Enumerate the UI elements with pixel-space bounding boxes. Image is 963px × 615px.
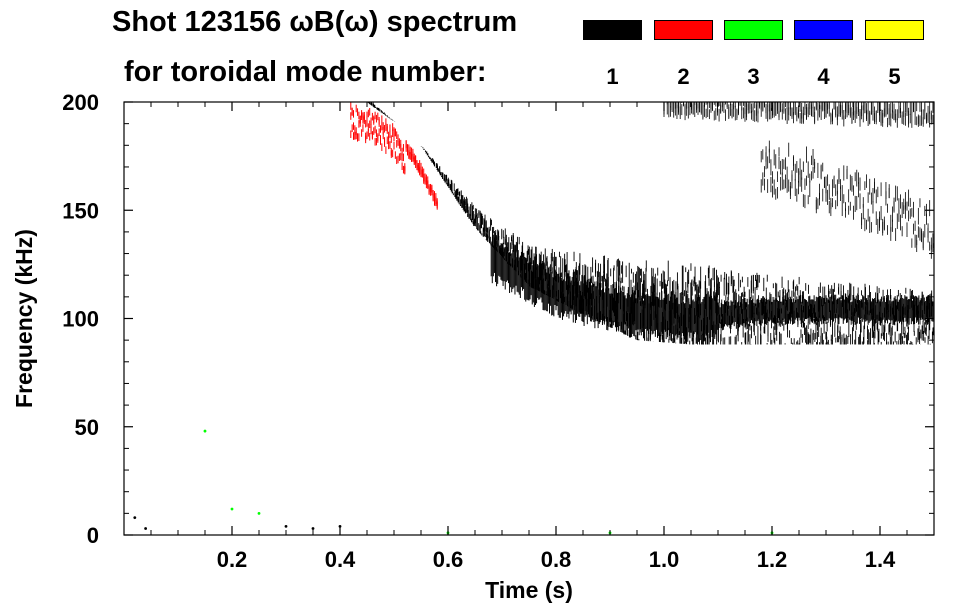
data-point bbox=[284, 524, 288, 528]
data-point bbox=[133, 516, 137, 520]
series-low-frequency-6 bbox=[203, 429, 774, 535]
data-point bbox=[311, 527, 315, 530]
y-tick-label: 0 bbox=[87, 523, 99, 548]
x-tick-label: 0.8 bbox=[541, 547, 572, 572]
legend-label-mode-5: 5 bbox=[888, 64, 901, 89]
data-point bbox=[257, 511, 261, 515]
x-tick-label: 0.6 bbox=[433, 547, 464, 572]
legend-label-mode-1: 1 bbox=[606, 64, 619, 89]
series-n2-burst bbox=[350, 102, 438, 210]
y-tick-label: 50 bbox=[75, 415, 99, 440]
x-tick-label: 0.2 bbox=[217, 547, 248, 572]
y-axis-label: Frequency (kHz) bbox=[11, 229, 37, 408]
y-tick-label: 200 bbox=[62, 90, 99, 115]
data-point bbox=[230, 507, 234, 511]
x-tick-label: 1.2 bbox=[757, 547, 788, 572]
x-tick-label: 1.4 bbox=[865, 547, 896, 572]
legend-swatch-mode-5 bbox=[865, 20, 924, 40]
x-axis-label: Time (s) bbox=[485, 577, 573, 603]
data-point bbox=[144, 527, 148, 530]
series-low-frequency-5 bbox=[133, 516, 342, 530]
chart-title-line1: Shot 123156 ωB(ω) spectrum bbox=[112, 6, 518, 38]
y-tick-label: 100 bbox=[62, 307, 99, 332]
legend-swatch-mode-2 bbox=[654, 20, 713, 40]
legend-swatch-mode-3 bbox=[724, 20, 783, 40]
legend-label-mode-2: 2 bbox=[677, 64, 690, 89]
legend-swatch-mode-1 bbox=[583, 20, 642, 40]
series-n1-branch-3 bbox=[663, 102, 934, 128]
data-point bbox=[203, 429, 207, 433]
spectral-marks bbox=[133, 102, 935, 535]
y-tick-label: 150 bbox=[62, 198, 99, 223]
legend-label-mode-4: 4 bbox=[817, 64, 830, 89]
legend-swatch-mode-4 bbox=[794, 20, 853, 40]
series-n1-core bbox=[490, 235, 934, 344]
series-n1-branch-2 bbox=[760, 140, 934, 259]
legend-label-mode-3: 3 bbox=[747, 64, 760, 89]
x-tick-label: 0.4 bbox=[325, 547, 356, 572]
x-tick-label: 1.0 bbox=[649, 547, 680, 572]
chart-title-line2: for toroidal mode number: bbox=[124, 56, 487, 88]
